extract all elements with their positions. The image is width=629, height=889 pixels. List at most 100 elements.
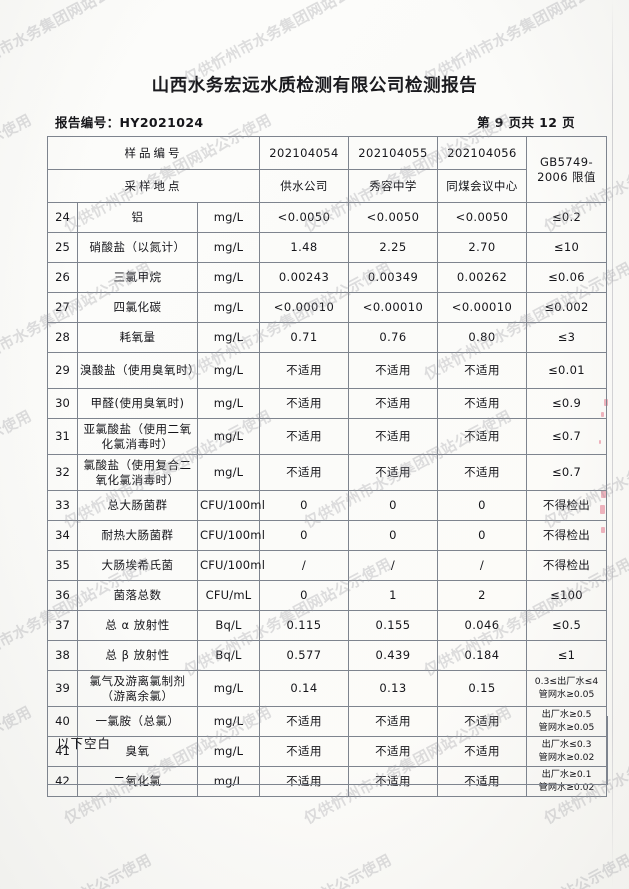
row-value-sample-1: 0.14: [259, 670, 349, 707]
row-item-name: 总 β 放射性: [77, 640, 198, 671]
row-limit-line1: 0.3≤出厂水≤4: [534, 676, 599, 688]
row-value-sample-1: 0.115: [259, 610, 349, 641]
limit-header-line2: 2006 限值: [537, 169, 596, 184]
table-row: 40 一氯胺（总氯） mg/L 不适用 不适用 不适用 出厂水≥0.5 管网水≥0.05: [47, 706, 607, 737]
row-value-sample-1: <0.00010: [259, 292, 349, 323]
row-item-name: 一氯胺（总氯）: [77, 706, 198, 737]
row-value-sample-3: 不适用: [437, 454, 527, 491]
row-unit: Bq/L: [197, 610, 260, 641]
row-unit: mg/L: [197, 292, 260, 323]
row-limit: ≤0.5: [526, 610, 607, 641]
row-value-sample-1: 不适用: [259, 418, 349, 455]
table-row: 25 硝酸盐（以氮计） mg/L 1.48 2.25 2.70 ≤10: [47, 232, 607, 263]
row-value-sample-2: 0.439: [348, 640, 438, 671]
row-item-name: 亚氯酸盐（使用二氧化氯消毒时）: [77, 418, 198, 455]
row-limit: 不得检出: [526, 550, 607, 581]
row-limit: ≤0.7: [526, 454, 607, 491]
row-value-sample-3: <0.0050: [437, 202, 527, 233]
row-index: 28: [47, 322, 78, 353]
table-row: 34 耐热大肠菌群 CFU/100ml 0 0 0 不得检出: [47, 520, 607, 551]
table-row: 31 亚氯酸盐（使用二氧化氯消毒时） mg/L 不适用 不适用 不适用 ≤0.7: [47, 418, 607, 455]
row-value-sample-2: /: [348, 550, 438, 581]
row-unit: CFU/100ml: [197, 490, 265, 521]
row-unit: mg/L: [197, 670, 260, 707]
row-value-sample-1: 不适用: [259, 454, 349, 491]
row-index: 35: [47, 550, 78, 581]
row-value-sample-2: 不适用: [348, 736, 438, 767]
row-value-sample-1: 不适用: [259, 766, 349, 797]
row-index: 34: [47, 520, 78, 551]
row-value-sample-3: 0.184: [437, 640, 527, 671]
row-item-name: 耗氧量: [77, 322, 198, 353]
blank-area-box: 以下空白: [47, 716, 608, 785]
row-limit: ≤100: [526, 580, 607, 611]
row-unit: mg/L: [197, 418, 260, 455]
row-value-sample-2: 0.155: [348, 610, 438, 641]
row-index: 31: [47, 418, 78, 455]
report-number-value: HY2021024: [119, 115, 204, 130]
table-row: 33 总大肠菌群 CFU/100ml 0 0 0 不得检出: [47, 490, 607, 521]
row-value-sample-1: 0: [259, 490, 349, 521]
row-limit: ≤0.7: [526, 418, 607, 455]
sample-no-label: 样品编号: [47, 136, 260, 170]
table-header-site: 采样地点 供水公司 秀容中学 同煤会议中心: [47, 169, 607, 203]
report-number: 报告编号：HY2021024: [55, 112, 204, 131]
row-limit-line2: 管网水≥0.02: [538, 751, 595, 763]
row-limit: 出厂水≥0.5 管网水≥0.05: [526, 706, 607, 737]
row-value-sample-3: 不适用: [437, 352, 527, 389]
row-unit: mg/L: [197, 388, 260, 419]
row-value-sample-3: <0.00010: [437, 292, 527, 323]
sampling-site-1: 供水公司: [259, 169, 349, 203]
table-row: 41 臭氧 mg/L 不适用 不适用 不适用 出厂水≤0.3 管网水≥0.02: [47, 736, 607, 767]
report-meta: 报告编号：HY2021024 第 9 页共 12 页: [55, 112, 575, 131]
row-value-sample-2: <0.00010: [348, 292, 438, 323]
row-limit: 不得检出: [526, 520, 607, 551]
row-unit: mg/L: [197, 454, 260, 491]
limit-column-header: GB5749- 2006 限值: [526, 136, 607, 203]
row-item-name: 菌落总数: [77, 580, 198, 611]
row-value-sample-3: 0.80: [437, 322, 527, 353]
row-limit: ≤3: [526, 322, 607, 353]
row-unit: mg/L: [197, 352, 260, 389]
table-row: 28 耗氧量 mg/L 0.71 0.76 0.80 ≤3: [47, 322, 607, 353]
row-item-name: 氯酸盐（使用复合二氧化氯消毒时）: [77, 454, 198, 491]
row-value-sample-1: 不适用: [259, 706, 349, 737]
table-row: 30 甲醛(使用臭氧时) mg/L 不适用 不适用 不适用 ≤0.9: [47, 388, 607, 419]
page-title: 山西水务宏远水质检测有限公司检测报告: [151, 76, 478, 96]
table-header-sample-no: 样品编号 202104054 202104055 202104056 GB574…: [47, 136, 607, 203]
row-value-sample-1: 0.71: [259, 322, 349, 353]
row-unit: mg/L: [197, 322, 260, 353]
row-value-sample-1: <0.0050: [259, 202, 349, 233]
row-value-sample-2: 不适用: [348, 388, 438, 419]
table-row: 35 大肠埃希氏菌 CFU/100ml / / / 不得检出: [47, 550, 607, 581]
row-value-sample-3: 不适用: [437, 736, 527, 767]
row-index: 40: [47, 706, 78, 737]
row-unit: mg/L: [197, 232, 260, 263]
row-item-name: 总大肠菌群: [77, 490, 198, 521]
table-row: 37 总 α 放射性 Bq/L 0.115 0.155 0.046 ≤0.5: [47, 610, 607, 641]
row-item-name: 耐热大肠菌群: [77, 520, 198, 551]
row-limit: ≤0.01: [526, 352, 607, 389]
row-value-sample-1: 1.48: [259, 232, 349, 263]
row-value-sample-3: 0.00262: [437, 262, 527, 293]
row-limit: ≤0.002: [526, 292, 607, 323]
row-value-sample-2: 不适用: [348, 418, 438, 455]
row-unit: Bq/L: [197, 640, 260, 671]
table-row: 29 溴酸盐（使用臭氧时） mg/L 不适用 不适用 不适用 ≤0.01: [47, 352, 607, 389]
row-limit: ≤0.9: [526, 388, 607, 419]
row-item-name: 总 α 放射性: [77, 610, 198, 641]
row-value-sample-1: 0.577: [259, 640, 349, 671]
row-limit: 不得检出: [526, 490, 607, 521]
row-index: 38: [47, 640, 78, 671]
row-value-sample-1: 0: [259, 520, 349, 551]
table-row: 24 铝 mg/L <0.0050 <0.0050 <0.0050 ≤0.2: [47, 202, 607, 233]
row-value-sample-2: 不适用: [348, 766, 438, 797]
row-index: 36: [47, 580, 78, 611]
row-index: 37: [47, 610, 78, 641]
row-value-sample-2: 0: [348, 490, 438, 521]
table-row: 39 氯气及游离氯制剂（游离余氯） mg/L 0.14 0.13 0.15 0.3≤出厂水≤…: [47, 670, 607, 707]
row-item-name: 铝: [77, 202, 198, 233]
table-row: 38 总 β 放射性 Bq/L 0.577 0.439 0.184 ≤1: [47, 640, 607, 671]
limit-header-line1: GB5749-: [539, 154, 594, 169]
